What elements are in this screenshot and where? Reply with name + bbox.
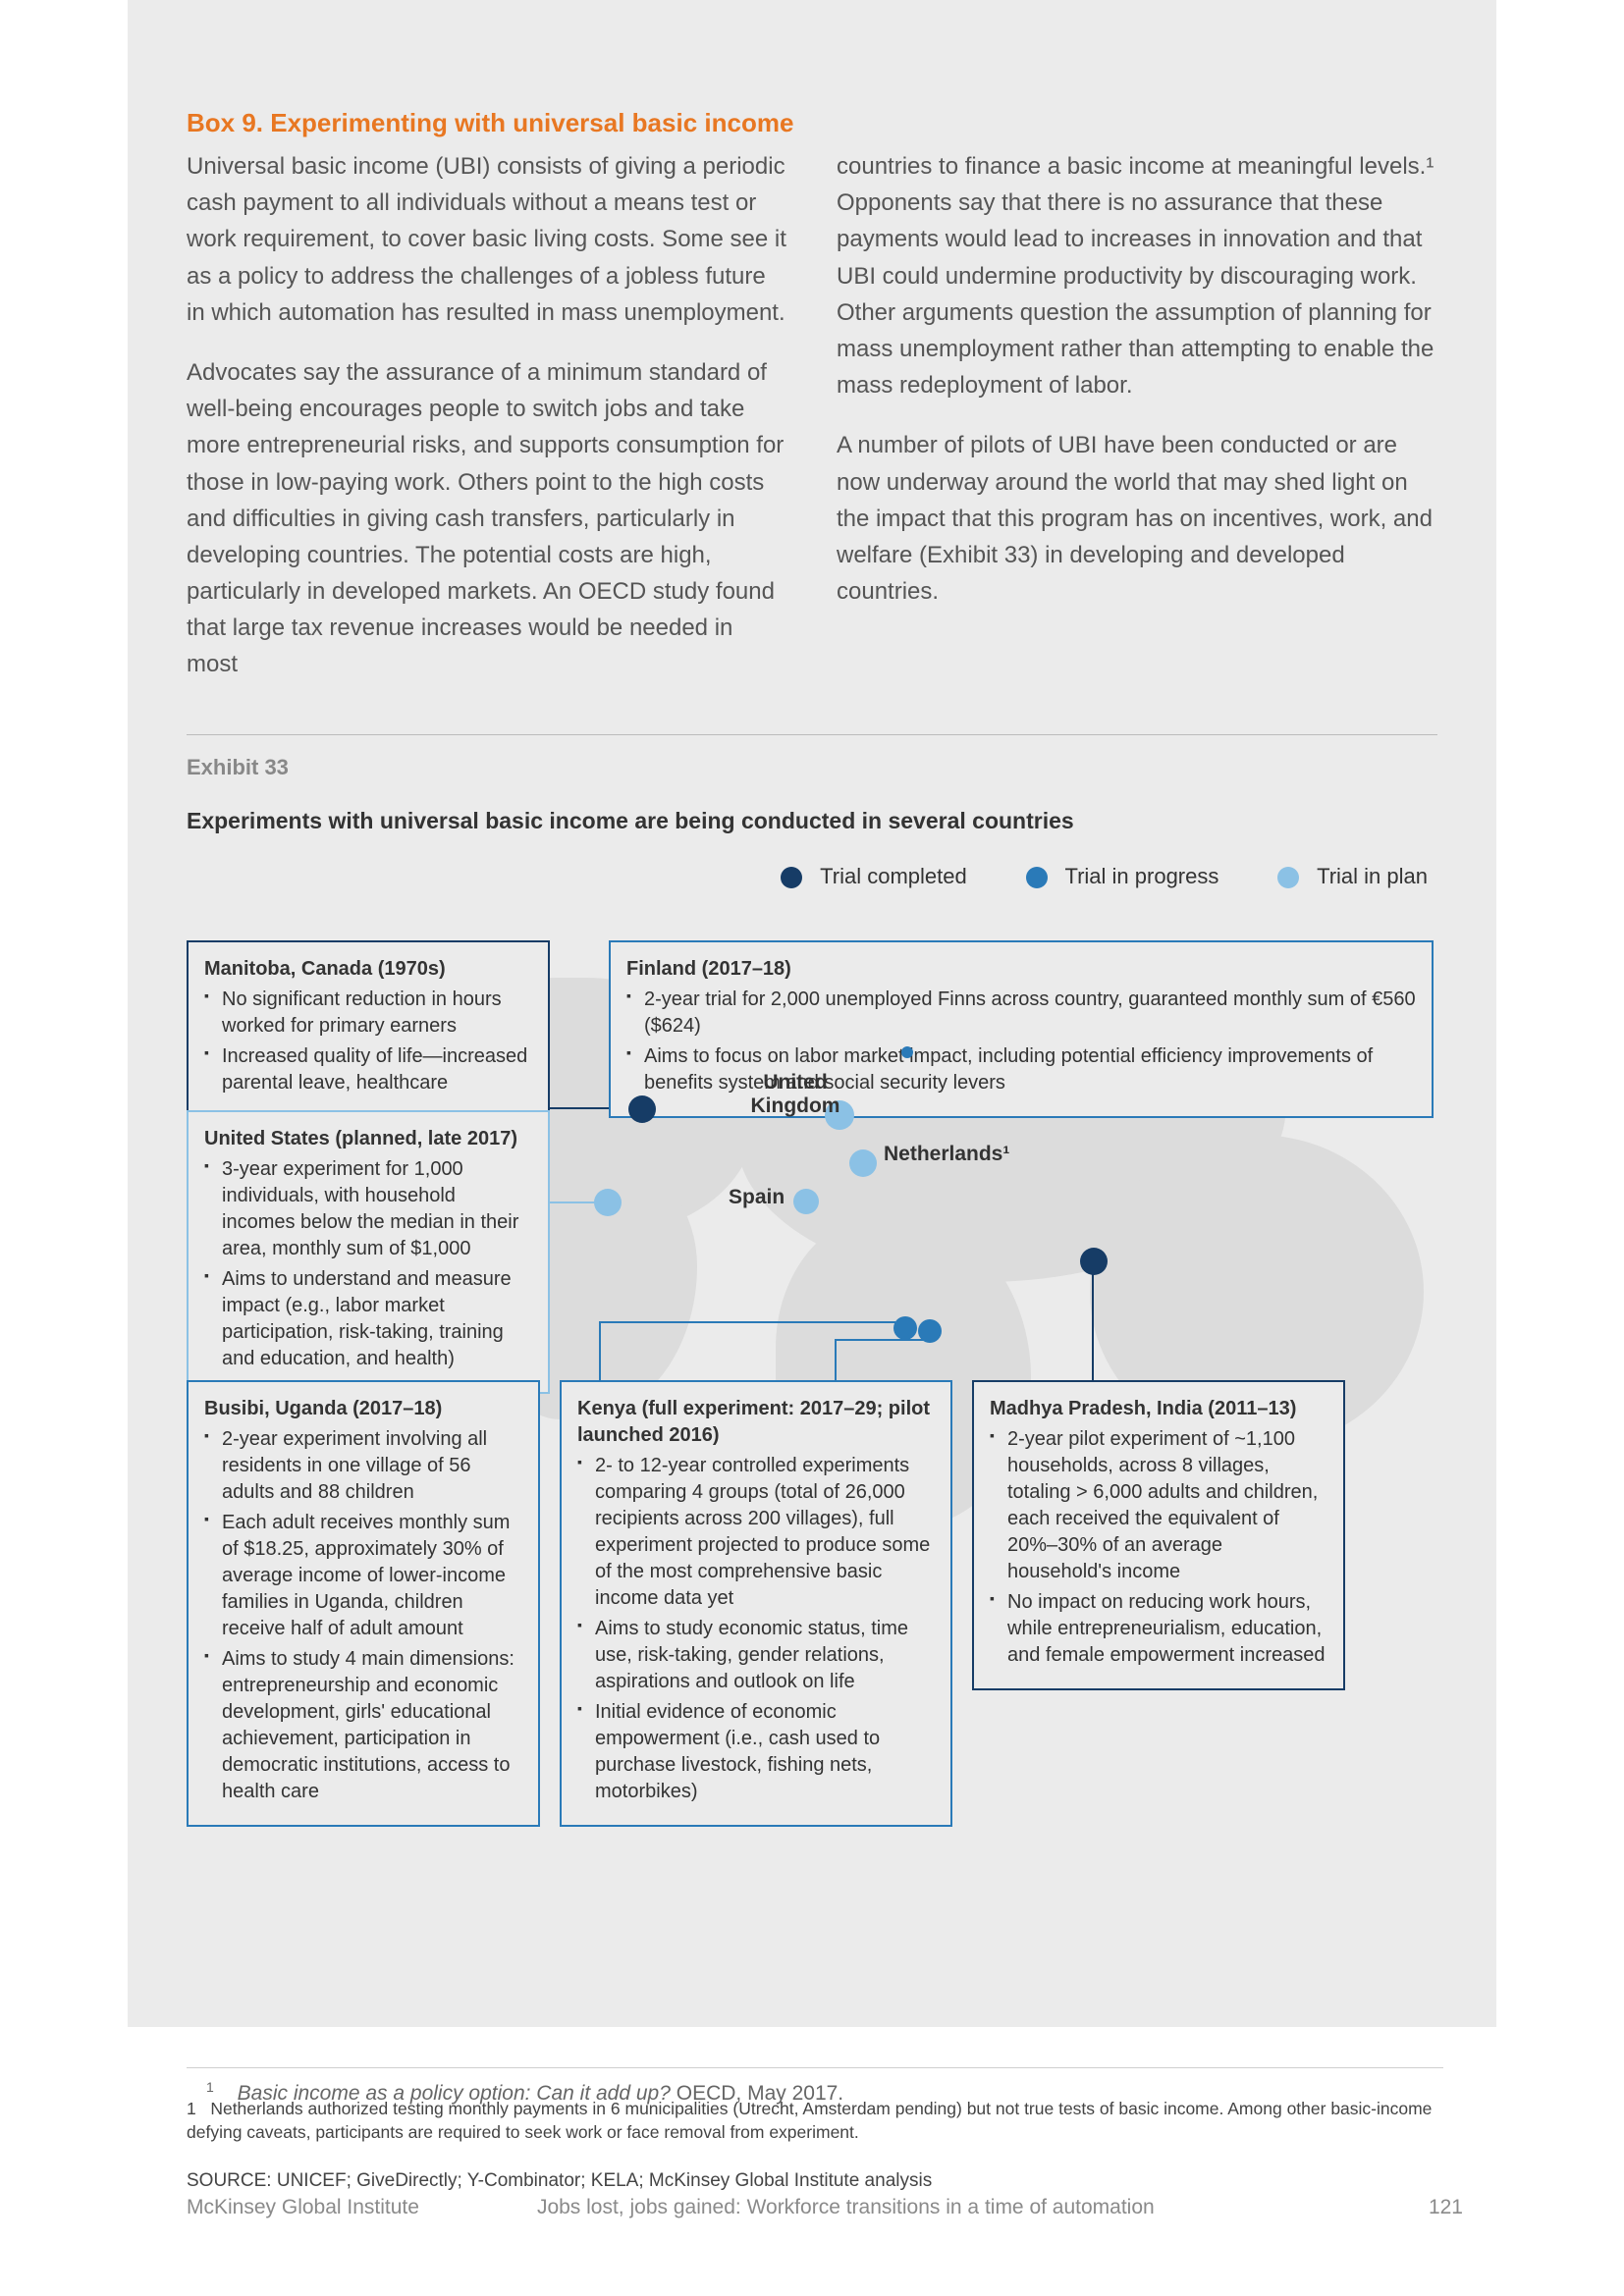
map-label-spain: Spain	[729, 1186, 785, 1209]
legend-completed: Trial completed	[781, 864, 966, 889]
leader-kenya-v	[835, 1339, 935, 1382]
callout-bullet: Aims to study 4 main dimensions: entrepr…	[222, 1646, 522, 1805]
callout-bullets: 2-year experiment involving all resident…	[204, 1426, 522, 1805]
legend-dot-in-plan	[1277, 867, 1299, 888]
dot-uganda	[893, 1316, 917, 1340]
legend-label-in-progress: Trial in progress	[1064, 864, 1218, 888]
exhibit-title: Experiments with universal basic income …	[187, 808, 1437, 834]
callout-bullets: No significant reduction in hours worked…	[204, 987, 532, 1096]
callout-us: United States (planned, late 2017) 3-year…	[187, 1110, 550, 1394]
exhibit-source: SOURCE: UNICEF; GiveDirectly; Y-Combinat…	[187, 2170, 1437, 2192]
map-area: United Kingdom Netherlands¹ Spain Manito…	[187, 919, 1437, 2067]
callout-title: United States (planned, late 2017)	[204, 1126, 532, 1152]
box-panel: Box 9. Experimenting with universal basi…	[128, 0, 1496, 2027]
legend-in-plan: Trial in plan	[1277, 864, 1428, 889]
callout-title: Finland (2017–18)	[626, 956, 1416, 983]
map-label-uk: United Kingdom	[741, 1071, 849, 1118]
callout-bullet: 2-year experiment involving all resident…	[222, 1426, 522, 1506]
callout-bullet: Aims to understand and measure impact (e…	[222, 1266, 532, 1372]
callout-bullet: Increased quality of life—increased pare…	[222, 1043, 532, 1096]
para-3: countries to finance a basic income at m…	[837, 148, 1437, 403]
text-column-left: Universal basic income (UBI) consists of…	[187, 148, 787, 707]
text-column-right: countries to finance a basic income at m…	[837, 148, 1437, 707]
footer-title: Jobs lost, jobs gained: Workforce transi…	[537, 2196, 1155, 2219]
legend-dot-completed	[781, 867, 802, 888]
dot-us	[594, 1189, 622, 1216]
box-text-columns: Universal basic income (UBI) consists of…	[187, 148, 1437, 707]
callout-bullet: Each adult receives monthly sum of $18.2…	[222, 1510, 522, 1642]
dot-netherlands	[849, 1149, 877, 1177]
leader-us	[550, 1201, 597, 1203]
para-2: Advocates say the assurance of a minimum…	[187, 354, 787, 683]
leader-india-v	[1092, 1272, 1094, 1380]
callout-finland: Finland (2017–18) 2-year trial for 2,000 …	[609, 940, 1434, 1118]
callout-bullet: 3-year experiment for 1,000 individuals,…	[222, 1156, 532, 1262]
box-heading: Box 9. Experimenting with universal basi…	[187, 108, 1437, 138]
callout-title: Kenya (full experiment: 2017–29; pilot l…	[577, 1396, 935, 1449]
page-footnote: 1 Basic income as a policy option: Can i…	[206, 2079, 843, 2106]
para-4: A number of pilots of UBI have been cond…	[837, 427, 1437, 610]
dot-kenya	[918, 1319, 942, 1343]
footnote-divider	[187, 2067, 1443, 2068]
callout-bullet: 2-year pilot experiment of ~1,100 househ…	[1007, 1426, 1327, 1585]
callout-title: Busibi, Uganda (2017–18)	[204, 1396, 522, 1422]
dot-manitoba	[628, 1095, 656, 1123]
callout-title: Madhya Pradesh, India (2011–13)	[990, 1396, 1327, 1422]
exhibit-label: Exhibit 33	[187, 755, 1437, 780]
callout-bullet: Aims to study economic status, time use,…	[595, 1616, 935, 1695]
legend-dot-in-progress	[1026, 867, 1048, 888]
callout-bullet: No impact on reducing work hours, while …	[1007, 1589, 1327, 1669]
divider-1	[187, 734, 1437, 735]
callout-india: Madhya Pradesh, India (2011–13) 2-year pi…	[972, 1380, 1345, 1690]
legend-label-in-plan: Trial in plan	[1317, 864, 1428, 888]
footer-page-number: 121	[1429, 2196, 1463, 2219]
page: Box 9. Experimenting with universal basi…	[0, 0, 1624, 2296]
callout-manitoba: Manitoba, Canada (1970s) No significant r…	[187, 940, 550, 1118]
footnote-sup: 1	[206, 2079, 214, 2095]
legend: Trial completed Trial in progress Trial …	[187, 864, 1437, 889]
callout-bullet: No significant reduction in hours worked…	[222, 987, 532, 1040]
dot-finland	[901, 1046, 913, 1058]
para-1: Universal basic income (UBI) consists of…	[187, 148, 787, 331]
legend-label-completed: Trial completed	[820, 864, 967, 888]
dot-spain	[793, 1189, 819, 1214]
callout-kenya: Kenya (full experiment: 2017–29; pilot l…	[560, 1380, 952, 1827]
callout-bullet: Initial evidence of economic empowerment…	[595, 1699, 935, 1805]
page-footer: McKinsey Global Institute Jobs lost, job…	[187, 2196, 1463, 2219]
footer-institute: McKinsey Global Institute	[187, 2196, 419, 2219]
callout-bullet: 2- to 12-year controlled experiments com…	[595, 1453, 935, 1612]
dot-india	[1080, 1248, 1108, 1275]
callout-bullets: 2- to 12-year controlled experiments com…	[577, 1453, 935, 1805]
callout-title: Manitoba, Canada (1970s)	[204, 956, 532, 983]
footnote-italic: Basic income as a policy option: Can it …	[238, 2082, 671, 2105]
callout-bullet: 2-year trial for 2,000 unemployed Finns …	[644, 987, 1416, 1040]
legend-in-progress: Trial in progress	[1026, 864, 1219, 889]
callout-bullets: 2-year pilot experiment of ~1,100 househ…	[990, 1426, 1327, 1669]
footnote-rest: OECD, May 2017.	[671, 2082, 843, 2105]
callout-bullets: 3-year experiment for 1,000 individuals,…	[204, 1156, 532, 1372]
map-label-netherlands: Netherlands¹	[884, 1143, 1009, 1166]
callout-uganda: Busibi, Uganda (2017–18) 2-year experimen…	[187, 1380, 540, 1827]
panel-content: Box 9. Experimenting with universal basi…	[128, 0, 1496, 2221]
